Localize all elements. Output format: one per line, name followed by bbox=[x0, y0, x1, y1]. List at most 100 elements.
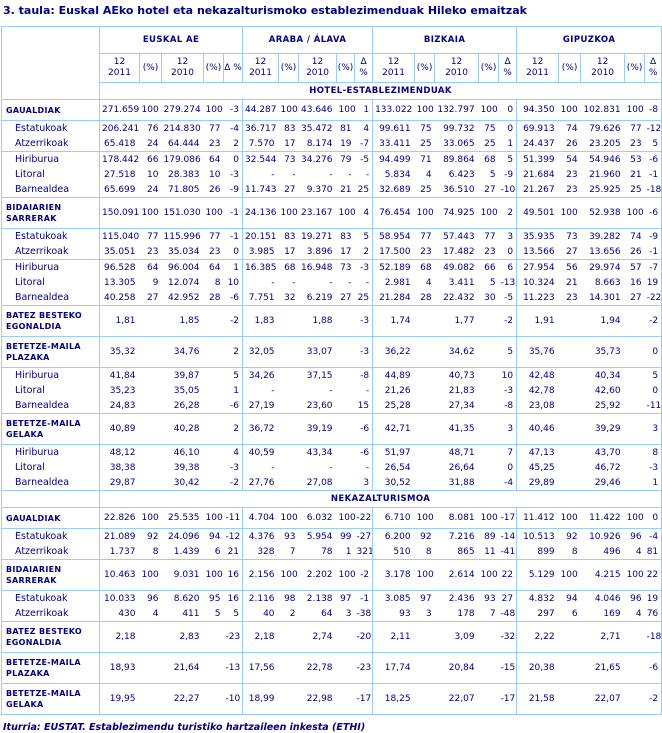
cell: 47,13 bbox=[516, 444, 559, 460]
section-label-spacer bbox=[1, 490, 100, 508]
cell bbox=[336, 305, 355, 337]
cell: 36.510 bbox=[443, 184, 475, 195]
cell: 40,73 bbox=[434, 367, 479, 383]
cell: 21 bbox=[630, 169, 642, 180]
cell: 2,22 bbox=[516, 621, 559, 653]
cell: 96 bbox=[624, 590, 645, 606]
table-row: Barnealdea 29,87 30,42 -2 27,76 27,08 3 30,52 31… bbox=[1, 475, 662, 491]
sub-column-header: (%) bbox=[478, 53, 500, 83]
cell: 23 bbox=[484, 246, 496, 257]
cell: 169 bbox=[603, 608, 621, 619]
cell: 2,83 bbox=[161, 621, 204, 653]
cell bbox=[279, 475, 299, 491]
cell: - bbox=[292, 169, 296, 180]
cell: 16.948 bbox=[298, 259, 337, 275]
cell: 2,18 bbox=[99, 621, 140, 653]
cell: 98 bbox=[278, 590, 299, 606]
cell: 38,38 bbox=[109, 462, 136, 473]
cell: 2.614 bbox=[434, 559, 479, 591]
cell: 17,56 bbox=[242, 652, 279, 684]
cell: 54.946 bbox=[580, 151, 625, 167]
cell: 45,25 bbox=[528, 462, 555, 473]
sub-column-header: Δ % bbox=[498, 53, 518, 83]
cell: 5 bbox=[498, 336, 518, 368]
cell: 52.938 bbox=[580, 197, 625, 229]
cell: 27 bbox=[340, 292, 352, 303]
row-label: BETETZE-MAILA GELAKA bbox=[1, 413, 100, 445]
cell: 73 bbox=[278, 151, 299, 167]
cell: 44,89 bbox=[372, 367, 415, 383]
cell: 79.626 bbox=[580, 120, 625, 136]
cell: - bbox=[348, 169, 352, 180]
cell: 93 bbox=[478, 590, 499, 606]
cell bbox=[278, 444, 299, 460]
cell: 68 bbox=[278, 259, 299, 275]
cell: 26,64 bbox=[448, 462, 475, 473]
cell: 36,72 bbox=[242, 413, 279, 445]
table-row: BIDAIARIEN SARRERAK 150.091 100 151.030 100-… bbox=[1, 197, 662, 229]
cell: 100 bbox=[278, 507, 299, 529]
cell: 35,73 bbox=[580, 336, 625, 368]
cell: 19 bbox=[644, 590, 662, 606]
cell: 94.499 bbox=[372, 151, 415, 167]
cell: 19,95 bbox=[99, 683, 140, 715]
cell: 8 bbox=[152, 546, 159, 557]
cell: 44.287 bbox=[242, 99, 279, 121]
cell: 65.699 bbox=[104, 184, 136, 195]
cell: 100 bbox=[203, 99, 224, 121]
sub-column-header: Δ % bbox=[644, 53, 662, 83]
cell: -2 bbox=[644, 305, 662, 337]
cell: -7 bbox=[354, 136, 374, 152]
cell: 23.205 bbox=[589, 138, 621, 149]
cell: 81 bbox=[336, 120, 355, 136]
cell: 24 bbox=[147, 184, 159, 195]
cell: -8 bbox=[354, 367, 374, 383]
cell: 33.065 bbox=[443, 138, 475, 149]
table-row: Estatukoak 21.089 92 24.096 94 -12 4.376 93 5.95… bbox=[1, 528, 662, 544]
cell: 83 bbox=[336, 228, 355, 244]
cell bbox=[278, 336, 299, 368]
cell bbox=[203, 305, 224, 337]
cell: 40,46 bbox=[516, 413, 559, 445]
cell: 42,78 bbox=[528, 385, 555, 396]
cell: 23 bbox=[147, 246, 159, 257]
cell: 40,89 bbox=[99, 413, 140, 445]
cell: 6 bbox=[214, 546, 221, 557]
row-label: Estatukoak bbox=[1, 590, 100, 606]
cell bbox=[415, 475, 435, 491]
cell: 8.174 bbox=[306, 138, 333, 149]
cell: -4 bbox=[223, 120, 244, 136]
cell: 32.544 bbox=[242, 151, 279, 167]
cell: 1 bbox=[354, 99, 374, 121]
cell: 19 bbox=[644, 275, 662, 290]
cell: 102.831 bbox=[580, 99, 625, 121]
cell: 39,19 bbox=[298, 413, 337, 445]
cell: -48 bbox=[498, 606, 518, 622]
cell: 100 bbox=[478, 559, 499, 591]
cell: 0 bbox=[644, 507, 662, 529]
cell: 7 bbox=[289, 546, 296, 557]
cell: 73 bbox=[336, 259, 355, 275]
cell: 23 bbox=[420, 246, 432, 257]
cell: -1 bbox=[644, 167, 662, 182]
row-label: Estatukoak bbox=[1, 528, 100, 544]
cell: 66 bbox=[139, 151, 162, 167]
cell: 100 bbox=[414, 559, 435, 591]
sub-column-header: (%) bbox=[558, 53, 582, 83]
cell: 10.926 bbox=[580, 528, 625, 544]
cell: 79 bbox=[336, 151, 355, 167]
cell: 25 bbox=[354, 182, 374, 198]
cell: 4 bbox=[223, 444, 244, 460]
cell: 92 bbox=[558, 528, 581, 544]
cell bbox=[625, 383, 645, 398]
cell: 30 bbox=[484, 292, 496, 303]
cell: 51,97 bbox=[372, 444, 415, 460]
cell: 25.925 bbox=[589, 184, 621, 195]
cell: 1 bbox=[345, 546, 352, 557]
cell: 151.030 bbox=[161, 197, 204, 229]
cell bbox=[278, 621, 299, 653]
cell: -8 bbox=[498, 398, 518, 414]
cell: 1.737 bbox=[109, 546, 136, 557]
cell: 10.463 bbox=[99, 559, 140, 591]
cell: 16 bbox=[223, 590, 244, 606]
